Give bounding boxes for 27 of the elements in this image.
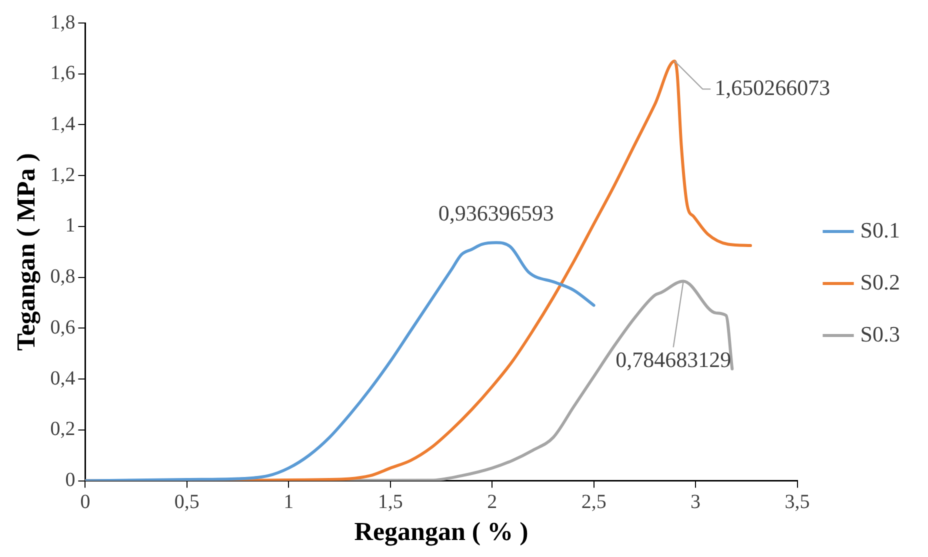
y-tick-label: 0,2 — [50, 418, 76, 440]
x-tick-label: 3 — [690, 491, 701, 514]
y-tick-label: 0,8 — [50, 266, 76, 288]
legend-label: S0.3 — [860, 321, 900, 346]
annotation: 0,936396593 — [438, 200, 554, 226]
annotation: 0,784683129 — [616, 347, 732, 372]
legend-label: S0.1 — [860, 217, 900, 242]
x-tick-label: 2 — [487, 491, 498, 514]
x-tick-label: 3,5 — [784, 491, 810, 514]
y-tick-label: 1,8 — [50, 11, 76, 34]
x-axis-title: Regangan ( % ) — [354, 517, 528, 546]
x-tick-label: 1,5 — [378, 491, 403, 514]
x-tick-label: 0 — [80, 491, 90, 514]
annotation: 1,650266073 — [714, 74, 830, 100]
x-tick-label: 0,5 — [174, 491, 200, 514]
legend-label: S0.2 — [860, 269, 900, 294]
y-tick-label: 0,4 — [50, 367, 76, 390]
y-tick-label: 1,2 — [50, 164, 76, 186]
x-tick-label: 1 — [284, 491, 294, 514]
y-axis-title: Tegangan ( MPa ) — [11, 153, 40, 351]
y-tick-label: 1 — [65, 214, 76, 237]
line-series — [85, 241, 596, 481]
y-tick-label: 1,6 — [50, 62, 76, 84]
y-tick-label: 0 — [65, 469, 76, 492]
y-tick-label: 0,6 — [50, 316, 76, 338]
y-tick-label: 1,4 — [50, 112, 76, 135]
x-tick-label: 2,5 — [581, 491, 606, 514]
